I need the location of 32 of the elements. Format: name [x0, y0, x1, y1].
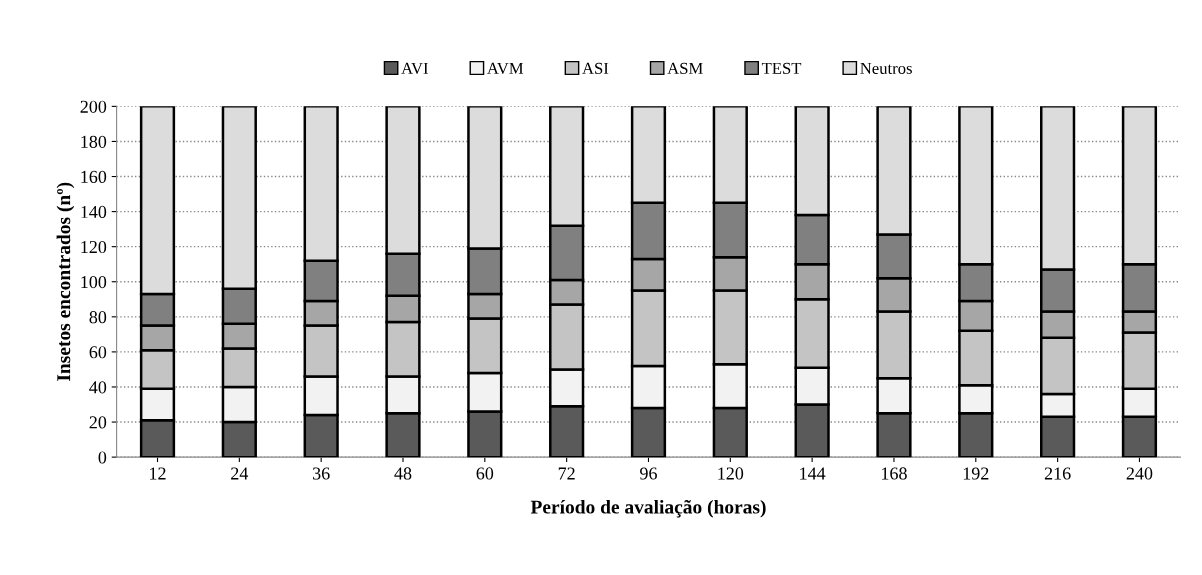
x-tick-label: 216 — [1044, 467, 1071, 480]
y-tick-label: 40 — [89, 381, 107, 394]
y-tick-label: 60 — [89, 346, 107, 359]
x-tick-label: 240 — [1126, 467, 1153, 480]
legend-label: Neutros — [860, 62, 912, 74]
x-tick-label: 36 — [313, 467, 330, 480]
x-tick-label: 12 — [150, 467, 166, 480]
y-tick-label: 0 — [98, 451, 107, 464]
y-tick-label: 100 — [81, 276, 107, 289]
x-tick-label: 168 — [882, 467, 907, 480]
x-tick-label: 120 — [718, 467, 744, 480]
legend-label: ASM — [667, 62, 703, 74]
y-tick-label: 200 — [80, 100, 107, 113]
legend-label: ASI — [582, 62, 609, 74]
x-tick-label: 24 — [231, 467, 249, 480]
y-tick-label: 120 — [81, 240, 107, 254]
y-tick-label: 80 — [89, 311, 107, 324]
x-tick-label: 60 — [476, 467, 494, 480]
x-tick-label: 96 — [640, 467, 657, 480]
y-tick-label: 160 — [81, 170, 107, 183]
legend-label: TEST — [761, 62, 802, 74]
y-axis-title: Insetos encontrados (nº) — [56, 182, 75, 381]
legend-label: AVI — [401, 62, 428, 75]
x-axis-title: Período de avaliação (horas) — [530, 499, 766, 518]
x-tick-label: 48 — [394, 467, 412, 480]
y-tick-label: 20 — [89, 416, 107, 429]
legend-label: AVM — [487, 62, 524, 75]
y-tick-label: 180 — [81, 135, 107, 148]
x-tick-label: 144 — [800, 467, 826, 480]
x-tick-label: 72 — [558, 467, 575, 480]
y-tick-label: 140 — [81, 205, 107, 219]
x-tick-label: 192 — [963, 467, 989, 480]
